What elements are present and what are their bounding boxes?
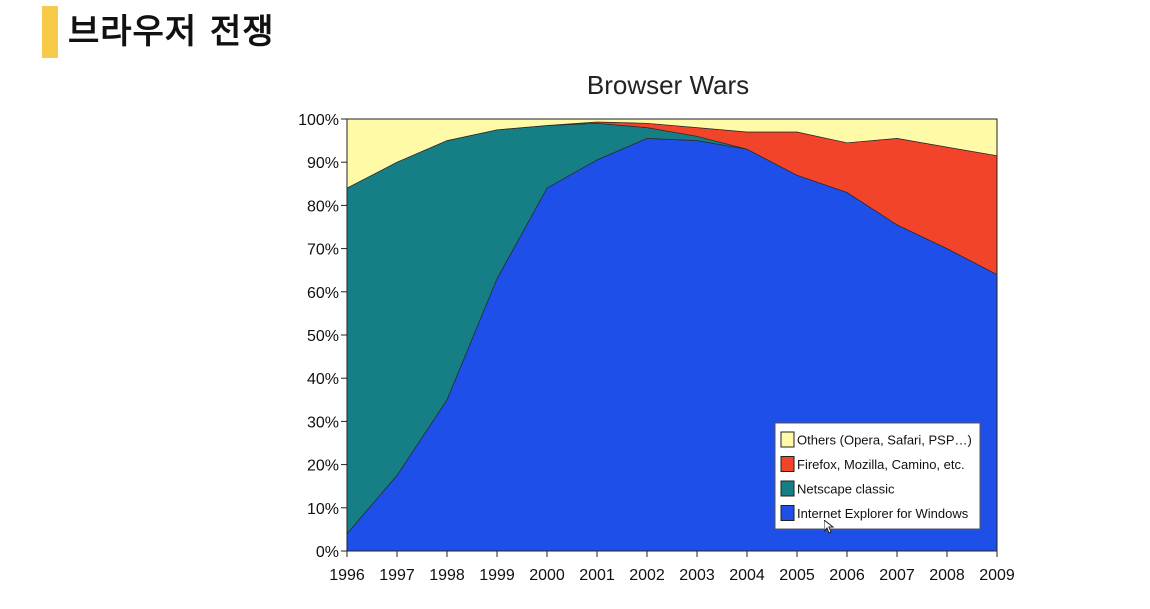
y-tick-label: 10% [307, 501, 339, 518]
legend-box [774, 422, 981, 530]
y-tick-label: 100% [298, 112, 339, 129]
x-tick-label: 1999 [479, 567, 515, 584]
y-tick-label: 60% [307, 285, 339, 302]
x-tick-label: 2004 [729, 567, 765, 584]
legend-label: Firefox, Mozilla, Camino, etc. [797, 457, 965, 472]
y-tick-label: 20% [307, 458, 339, 475]
slide-header: 브라우저 전쟁 [0, 0, 1150, 60]
x-tick-label: 2001 [579, 567, 615, 584]
chart-axes: 0% 10% 20% 30% 40% 50% 60% 70% 80% 90% 100% 1996 199… [298, 112, 1015, 584]
slide-title: 브라우저 전쟁 [68, 12, 275, 52]
mouse-cursor-icon [824, 520, 834, 534]
legend-label: Internet Explorer for Windows [797, 506, 969, 521]
x-tick-label: 1997 [379, 567, 415, 584]
y-tick-label: 80% [307, 198, 339, 215]
y-tick-label: 50% [307, 328, 339, 345]
x-tick-label: 2009 [979, 567, 1015, 584]
chart-title: Browser Wars [587, 70, 749, 100]
x-tick-label: 2003 [679, 567, 715, 584]
x-tick-label: 2000 [529, 567, 565, 584]
x-tick-label: 2006 [829, 567, 865, 584]
legend-swatch [780, 480, 795, 497]
y-tick-label: 30% [307, 414, 339, 431]
chart-legend: Others (Opera, Safari, PSP…) Firefox, Moz… [774, 422, 981, 530]
x-tick-label: 2008 [929, 567, 965, 584]
legend-label: Netscape classic [797, 482, 895, 497]
y-tick-label: 90% [307, 155, 339, 172]
y-tick-label: 70% [307, 242, 339, 259]
y-tick-label: 40% [307, 371, 339, 388]
x-tick-label: 2002 [629, 567, 665, 584]
legend-label: Others (Opera, Safari, PSP…) [797, 433, 972, 448]
title-accent-bar [42, 6, 58, 58]
x-tick-label: 2005 [779, 567, 815, 584]
y-tick-label: 0% [316, 544, 339, 561]
legend-swatch [780, 431, 795, 448]
x-tick-label: 1998 [429, 567, 465, 584]
x-tick-label: 2007 [879, 567, 915, 584]
legend-swatch [780, 505, 795, 521]
legend-swatch [780, 456, 795, 472]
x-tick-label: 1996 [329, 567, 365, 584]
